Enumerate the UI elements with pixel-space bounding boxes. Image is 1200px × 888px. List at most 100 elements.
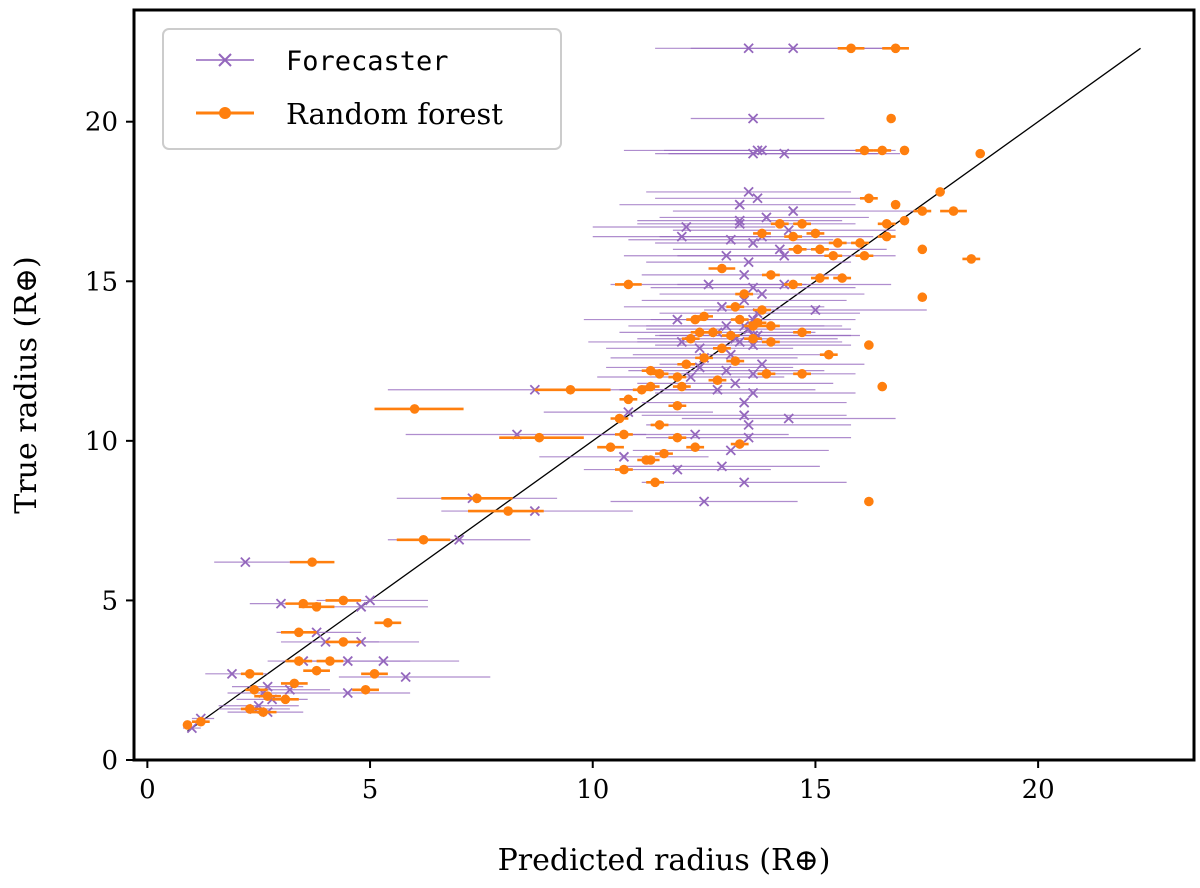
random-forest-point bbox=[615, 429, 633, 440]
random-forest-marker bbox=[672, 372, 683, 382]
forecaster-point bbox=[672, 205, 914, 217]
random-forest-point bbox=[681, 333, 700, 344]
random-forest-marker bbox=[311, 665, 322, 676]
forecaster-point bbox=[338, 671, 491, 683]
random-forest-point bbox=[735, 289, 754, 299]
random-forest-marker bbox=[681, 359, 692, 370]
random-forest-point bbox=[610, 413, 629, 424]
random-forest-marker bbox=[677, 381, 687, 392]
random-forest-point bbox=[615, 279, 642, 290]
random-forest-point bbox=[655, 448, 673, 459]
x-tick-label: 0 bbox=[139, 775, 156, 805]
random-forest-marker bbox=[899, 145, 910, 156]
forecaster-marker bbox=[788, 43, 799, 54]
random-forest-marker bbox=[877, 145, 888, 156]
random-forest-point bbox=[254, 691, 281, 701]
random-forest-marker bbox=[409, 404, 420, 414]
random-forest-marker bbox=[712, 375, 723, 386]
forecaster-marker bbox=[623, 406, 634, 418]
random-forest-marker bbox=[503, 506, 513, 516]
forecaster-point bbox=[681, 413, 896, 424]
forecaster-marker bbox=[743, 432, 754, 443]
y-axis-label: True radius (R⊕) bbox=[9, 256, 44, 513]
x-axis-ticks: 0 5 10 15 20 bbox=[139, 760, 1055, 805]
legend-box bbox=[162, 28, 562, 150]
forecaster-marker bbox=[378, 655, 389, 667]
legend-marker-forecaster bbox=[196, 53, 254, 67]
random-forest-point bbox=[753, 305, 771, 315]
random-forest-marker bbox=[792, 244, 803, 255]
forecaster-marker bbox=[453, 534, 465, 545]
random-forest-marker bbox=[855, 238, 865, 248]
random-forest-marker bbox=[748, 333, 758, 344]
random-forest-point bbox=[864, 496, 874, 507]
random-forest-marker bbox=[694, 327, 705, 338]
random-forest-point bbox=[726, 356, 745, 366]
legend-label-forecaster: Forecaster bbox=[286, 46, 449, 77]
random-forest-marker bbox=[766, 270, 776, 280]
random-forest-marker bbox=[565, 384, 576, 395]
random-forest-point bbox=[672, 381, 691, 392]
random-forest-point bbox=[761, 337, 780, 347]
random-forest-marker bbox=[645, 455, 656, 465]
random-forest-marker bbox=[307, 557, 317, 567]
random-forest-marker bbox=[293, 656, 304, 666]
random-forest-point bbox=[859, 193, 878, 204]
random-forest-point bbox=[695, 353, 713, 363]
random-forest-point bbox=[468, 506, 544, 516]
random-forest-marker bbox=[797, 327, 807, 338]
random-forest-point bbox=[873, 145, 892, 156]
random-forest-marker bbox=[289, 678, 300, 689]
random-forest-marker bbox=[890, 199, 901, 210]
random-forest-marker bbox=[685, 333, 696, 344]
forecaster-point bbox=[321, 655, 460, 667]
random-forest-marker bbox=[761, 369, 772, 379]
forecaster-marker bbox=[730, 378, 741, 389]
y-axis-ticks: 0 5 10 15 20 bbox=[85, 108, 134, 776]
random-forest-point bbox=[793, 327, 811, 338]
random-forest-point bbox=[793, 369, 811, 379]
forecaster-series bbox=[182, 43, 927, 734]
legend: Forecaster Random forest bbox=[162, 28, 562, 150]
random-forest-marker bbox=[828, 250, 839, 261]
forecaster-point bbox=[646, 256, 852, 268]
random-forest-marker bbox=[832, 238, 843, 248]
random-forest-point bbox=[374, 617, 402, 628]
random-forest-marker bbox=[823, 349, 834, 360]
forecaster-marker bbox=[743, 256, 754, 268]
forecaster-point bbox=[606, 343, 794, 354]
random-forest-point bbox=[632, 384, 651, 395]
random-forest-point bbox=[280, 627, 317, 638]
forecaster-point bbox=[294, 687, 411, 699]
random-forest-marker bbox=[846, 43, 856, 54]
random-forest-point bbox=[864, 340, 874, 350]
random-forest-marker bbox=[182, 720, 193, 730]
random-forest-marker bbox=[899, 215, 910, 226]
forecaster-marker bbox=[721, 250, 732, 261]
random-forest-series bbox=[182, 43, 986, 730]
forecaster-point bbox=[623, 250, 829, 261]
random-forest-point bbox=[855, 250, 874, 261]
random-forest-point bbox=[272, 694, 299, 705]
random-forest-point bbox=[793, 219, 811, 229]
random-forest-marker bbox=[650, 477, 660, 488]
x-tick-label: 5 bbox=[362, 775, 379, 805]
random-forest-marker bbox=[619, 429, 629, 440]
forecaster-point bbox=[637, 218, 856, 229]
random-forest-marker bbox=[605, 442, 616, 453]
y-tick-label: 0 bbox=[101, 746, 118, 776]
random-forest-marker bbox=[249, 684, 260, 695]
random-forest-point bbox=[917, 292, 928, 303]
forecaster-marker bbox=[400, 671, 411, 683]
forecaster-marker bbox=[275, 598, 287, 609]
random-forest-point bbox=[361, 669, 388, 679]
random-forest-point bbox=[806, 228, 825, 239]
random-forest-point bbox=[668, 400, 687, 411]
x-tick-label: 15 bbox=[799, 775, 832, 805]
random-forest-marker bbox=[864, 496, 874, 507]
forecaster-marker bbox=[752, 193, 763, 204]
random-forest-marker bbox=[948, 206, 959, 216]
random-forest-point bbox=[708, 263, 736, 274]
forecaster-marker bbox=[783, 413, 794, 424]
random-forest-marker bbox=[196, 716, 206, 727]
